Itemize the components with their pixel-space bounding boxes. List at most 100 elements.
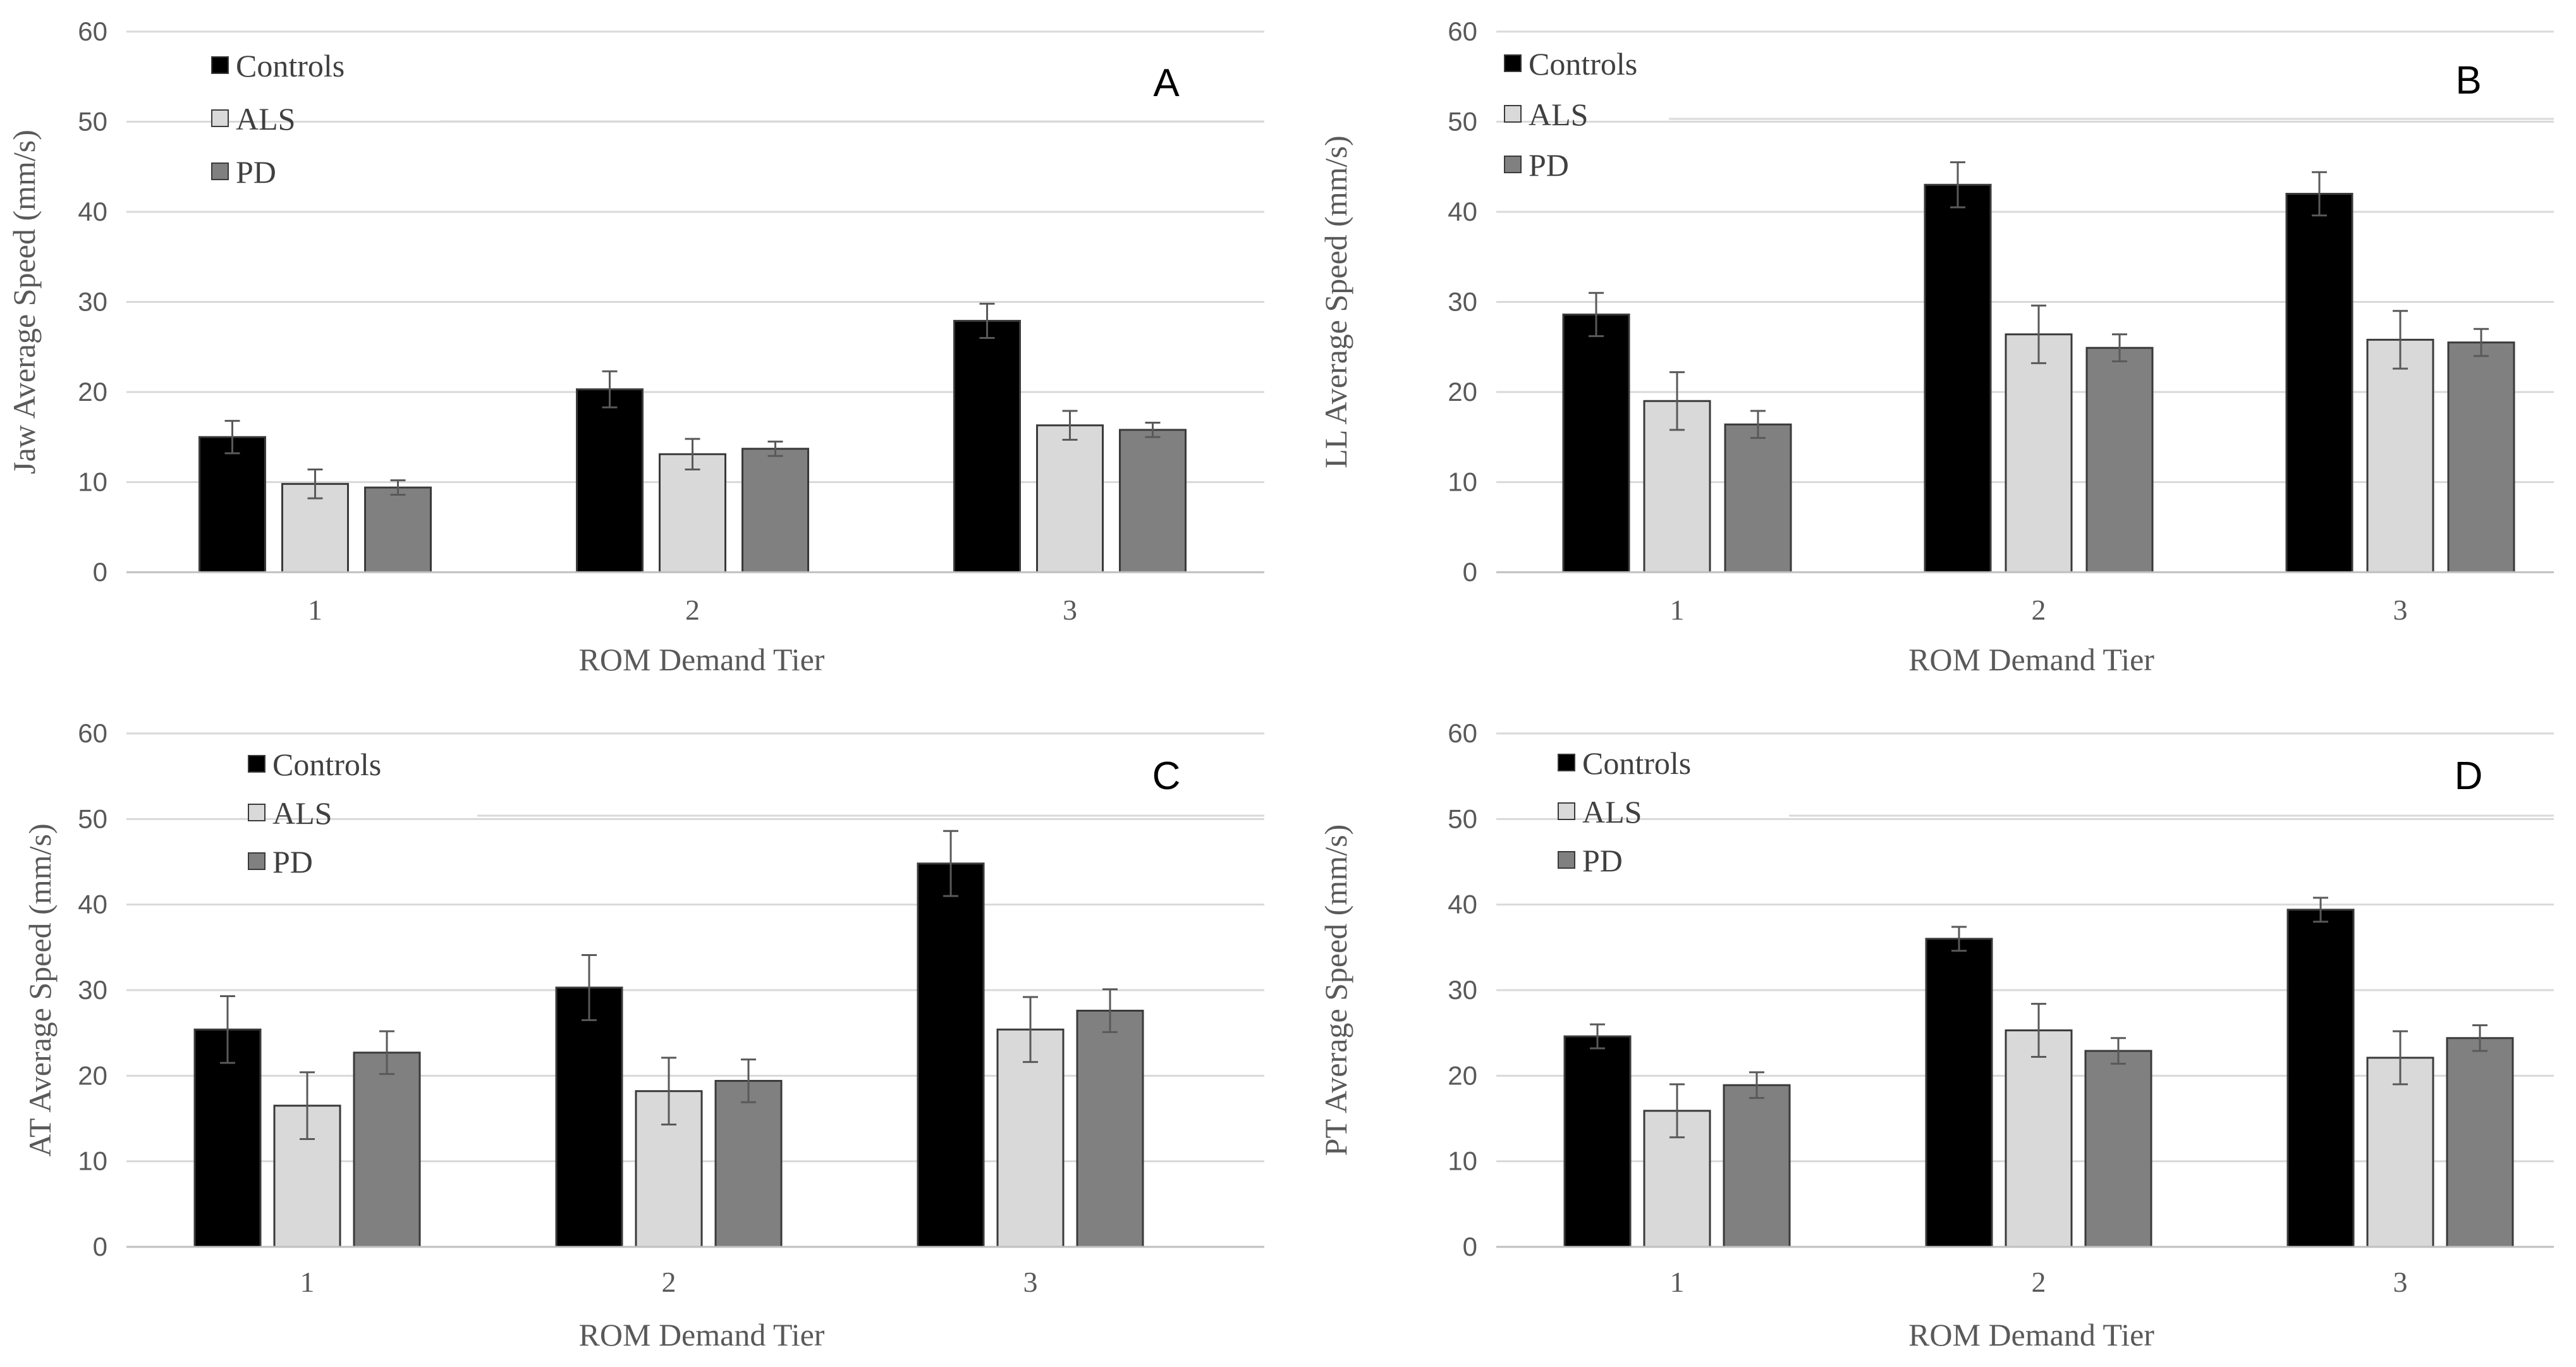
panel-d-errorbar-pd-tier-2 [2111,1037,2126,1065]
panel-b-bar-pd-tier-3 [2447,341,2515,573]
panel-d-errorbar-pd-tier-1 [1749,1071,1764,1100]
panel-d-errorbar-controls-tier-3 [2313,897,2328,923]
panel-a-y-tick-label: 60 [78,16,107,46]
panel-d-y-axis-title: PT Average Speed (mm/s) [1318,824,1353,1156]
panel-a-errorbar-controls-tier-2 [602,370,618,408]
panel-a-chart: 0 10 20 30 40 50 60 1 2 3 ROM Demand Tier Jaw Avera… [6,16,1264,677]
panel-b-x-axis-title: ROM Demand Tier [1908,642,2154,677]
panel-a-bar-pd-tier-2 [742,448,809,573]
panel-c-y-axis-title: AT Average Speed (mm/s) [22,823,58,1156]
panel-a-legend-swatch-pd [211,162,229,180]
panel-c-y-tick-label: 40 [78,890,107,919]
panel-c-bar-pd-tier-3 [1076,1009,1144,1248]
panel-a-errorbar-als-tier-2 [685,438,700,471]
panel-a-panel-letter: A [1153,61,1180,105]
panel-c-y-tick-label: 0 [93,1232,107,1261]
panel-b-errorbar-pd-tier-3 [2474,328,2489,357]
panel-a-y-tick-label: 0 [93,557,107,587]
panel-a-legend-label-als: ALS [236,101,295,137]
panel-d-chart: 0 10 20 30 40 50 60 1 2 3 ROM Demand Tier PT Averag… [1318,718,2554,1352]
panel-c-errorbar-als-tier-2 [661,1057,676,1125]
panel-a-y-tick-label: 30 [78,287,107,317]
panel-c-bar-controls-tier-3 [917,862,985,1248]
panel-c-x-tick-label: 1 [300,1266,315,1298]
panel-a-errorbar-controls-tier-3 [979,302,995,339]
panel-d-y-tick-label: 20 [1448,1060,1477,1090]
panel-c-legend-label-controls: Controls [272,747,381,782]
panel-c-errorbar-als-tier-1 [300,1071,315,1140]
panel-d-legend-swatch-als [1558,802,1575,820]
panel-b-bar-controls-tier-3 [2285,193,2353,573]
panel-b-legend-label-controls: Controls [1529,46,1637,82]
panel-b-chart: 0 10 20 30 40 50 60 1 2 3 ROM Demand Tier LL Averag… [1318,16,2554,677]
panel-c-legend-swatch-controls [248,755,266,773]
panel-d-errorbar-controls-tier-2 [1951,926,1967,952]
panel-b-errorbar-controls-tier-1 [1589,291,1604,338]
panel-c-panel-letter: C [1152,754,1181,798]
panel-c-legend-label-pd: PD [272,844,313,880]
panel-c-y-tick-label: 30 [78,975,107,1005]
panel-a-bar-controls-tier-1 [198,436,266,573]
panel-a-legend-label-pd: PD [236,154,276,190]
panel-d-bar-controls-tier-3 [2286,909,2355,1248]
panel-d-bar-pd-tier-1 [1723,1084,1791,1248]
panel-b-bar-pd-tier-2 [2085,346,2154,573]
panel-b-errorbar-controls-tier-3 [2312,171,2327,217]
panel-d-errorbar-als-tier-1 [1670,1083,1685,1139]
panel-c-legend-swatch-als [248,804,266,821]
panel-d-errorbar-als-tier-3 [2393,1030,2408,1086]
panel-d-panel-letter: D [2455,754,2483,798]
panel-d-x-tick-label: 3 [2393,1266,2408,1298]
panel-b-errorbar-pd-tier-2 [2112,333,2127,363]
panel-b-x-tick-label: 2 [2032,594,2046,626]
panel-d-x-tick-label: 1 [1670,1266,1685,1298]
panel-c-errorbar-pd-tier-2 [741,1058,756,1103]
panel-b-x-tick-label: 1 [1670,594,1685,626]
panel-d-errorbar-controls-tier-1 [1590,1023,1605,1050]
panel-a-y-tick-label: 10 [78,467,107,497]
panel-b-legend-label-pd: PD [1529,147,1569,183]
panel-d-legend-swatch-controls [1558,754,1575,771]
panel-d-bar-controls-tier-1 [1563,1035,1632,1248]
panel-b-bar-als-tier-3 [2366,338,2434,573]
panel-a-bar-pd-tier-1 [364,486,432,573]
panel-a-errorbar-als-tier-3 [1062,410,1078,441]
panel-a-bar-als-tier-2 [659,453,726,573]
panel-c-chart: 0 10 20 30 40 50 60 1 2 3 ROM Demand Tier AT Averag… [22,718,1264,1352]
panel-c-errorbar-controls-tier-1 [220,995,235,1064]
panel-b-errorbar-als-tier-1 [1670,371,1685,431]
panel-b-legend-swatch-controls [1504,54,1522,72]
panel-b-errorbar-controls-tier-2 [1950,161,1965,209]
panel-b-bar-pd-tier-1 [1724,423,1792,573]
panel-c-bar-pd-tier-1 [353,1051,421,1248]
panel-c-errorbar-als-tier-3 [1023,996,1038,1064]
panel-d-bar-pd-tier-2 [2084,1050,2152,1248]
panel-d-legend-swatch-pd [1558,851,1575,869]
panel-b-y-axis-title: LL Average Speed (mm/s) [1318,135,1353,468]
panel-c-bar-controls-tier-1 [193,1028,262,1248]
panel-b-legend-swatch-als [1504,105,1522,123]
panel-c-bar-pd-tier-2 [714,1079,783,1248]
panel-b-y-tick-label: 10 [1448,467,1477,497]
panel-b-bar-als-tier-2 [2005,333,2073,573]
panel-b-errorbar-pd-tier-1 [1750,410,1766,439]
panel-c-legend-swatch-pd [248,852,266,870]
panel-a-y-axis-title: Jaw Average Speed (mm/s) [6,130,42,474]
panel-d-bar-als-tier-2 [2005,1029,2073,1248]
panel-a-bar-controls-tier-3 [953,319,1021,573]
panel-b-x-tick-label: 3 [2393,594,2408,626]
panel-a-errorbar-pd-tier-3 [1145,421,1161,438]
panel-c-x-tick-label: 2 [662,1266,676,1298]
panel-c-errorbar-controls-tier-3 [943,830,958,897]
panel-b-bar-controls-tier-2 [1924,183,1992,573]
panel-d-bar-als-tier-3 [2366,1057,2434,1248]
panel-c-bar-controls-tier-2 [555,986,623,1248]
panel-a-legend-label-controls: Controls [236,48,345,83]
panel-a-y-tick-label: 20 [78,377,107,407]
panel-a-errorbar-controls-tier-1 [224,420,240,455]
panel-b-errorbar-als-tier-3 [2393,310,2408,370]
panel-a-y-tick-label: 40 [78,197,107,226]
panel-a-x-axis-title: ROM Demand Tier [579,642,825,677]
panel-d-y-tick-label: 10 [1448,1146,1477,1176]
panel-a-legend-swatch-als [211,109,229,127]
